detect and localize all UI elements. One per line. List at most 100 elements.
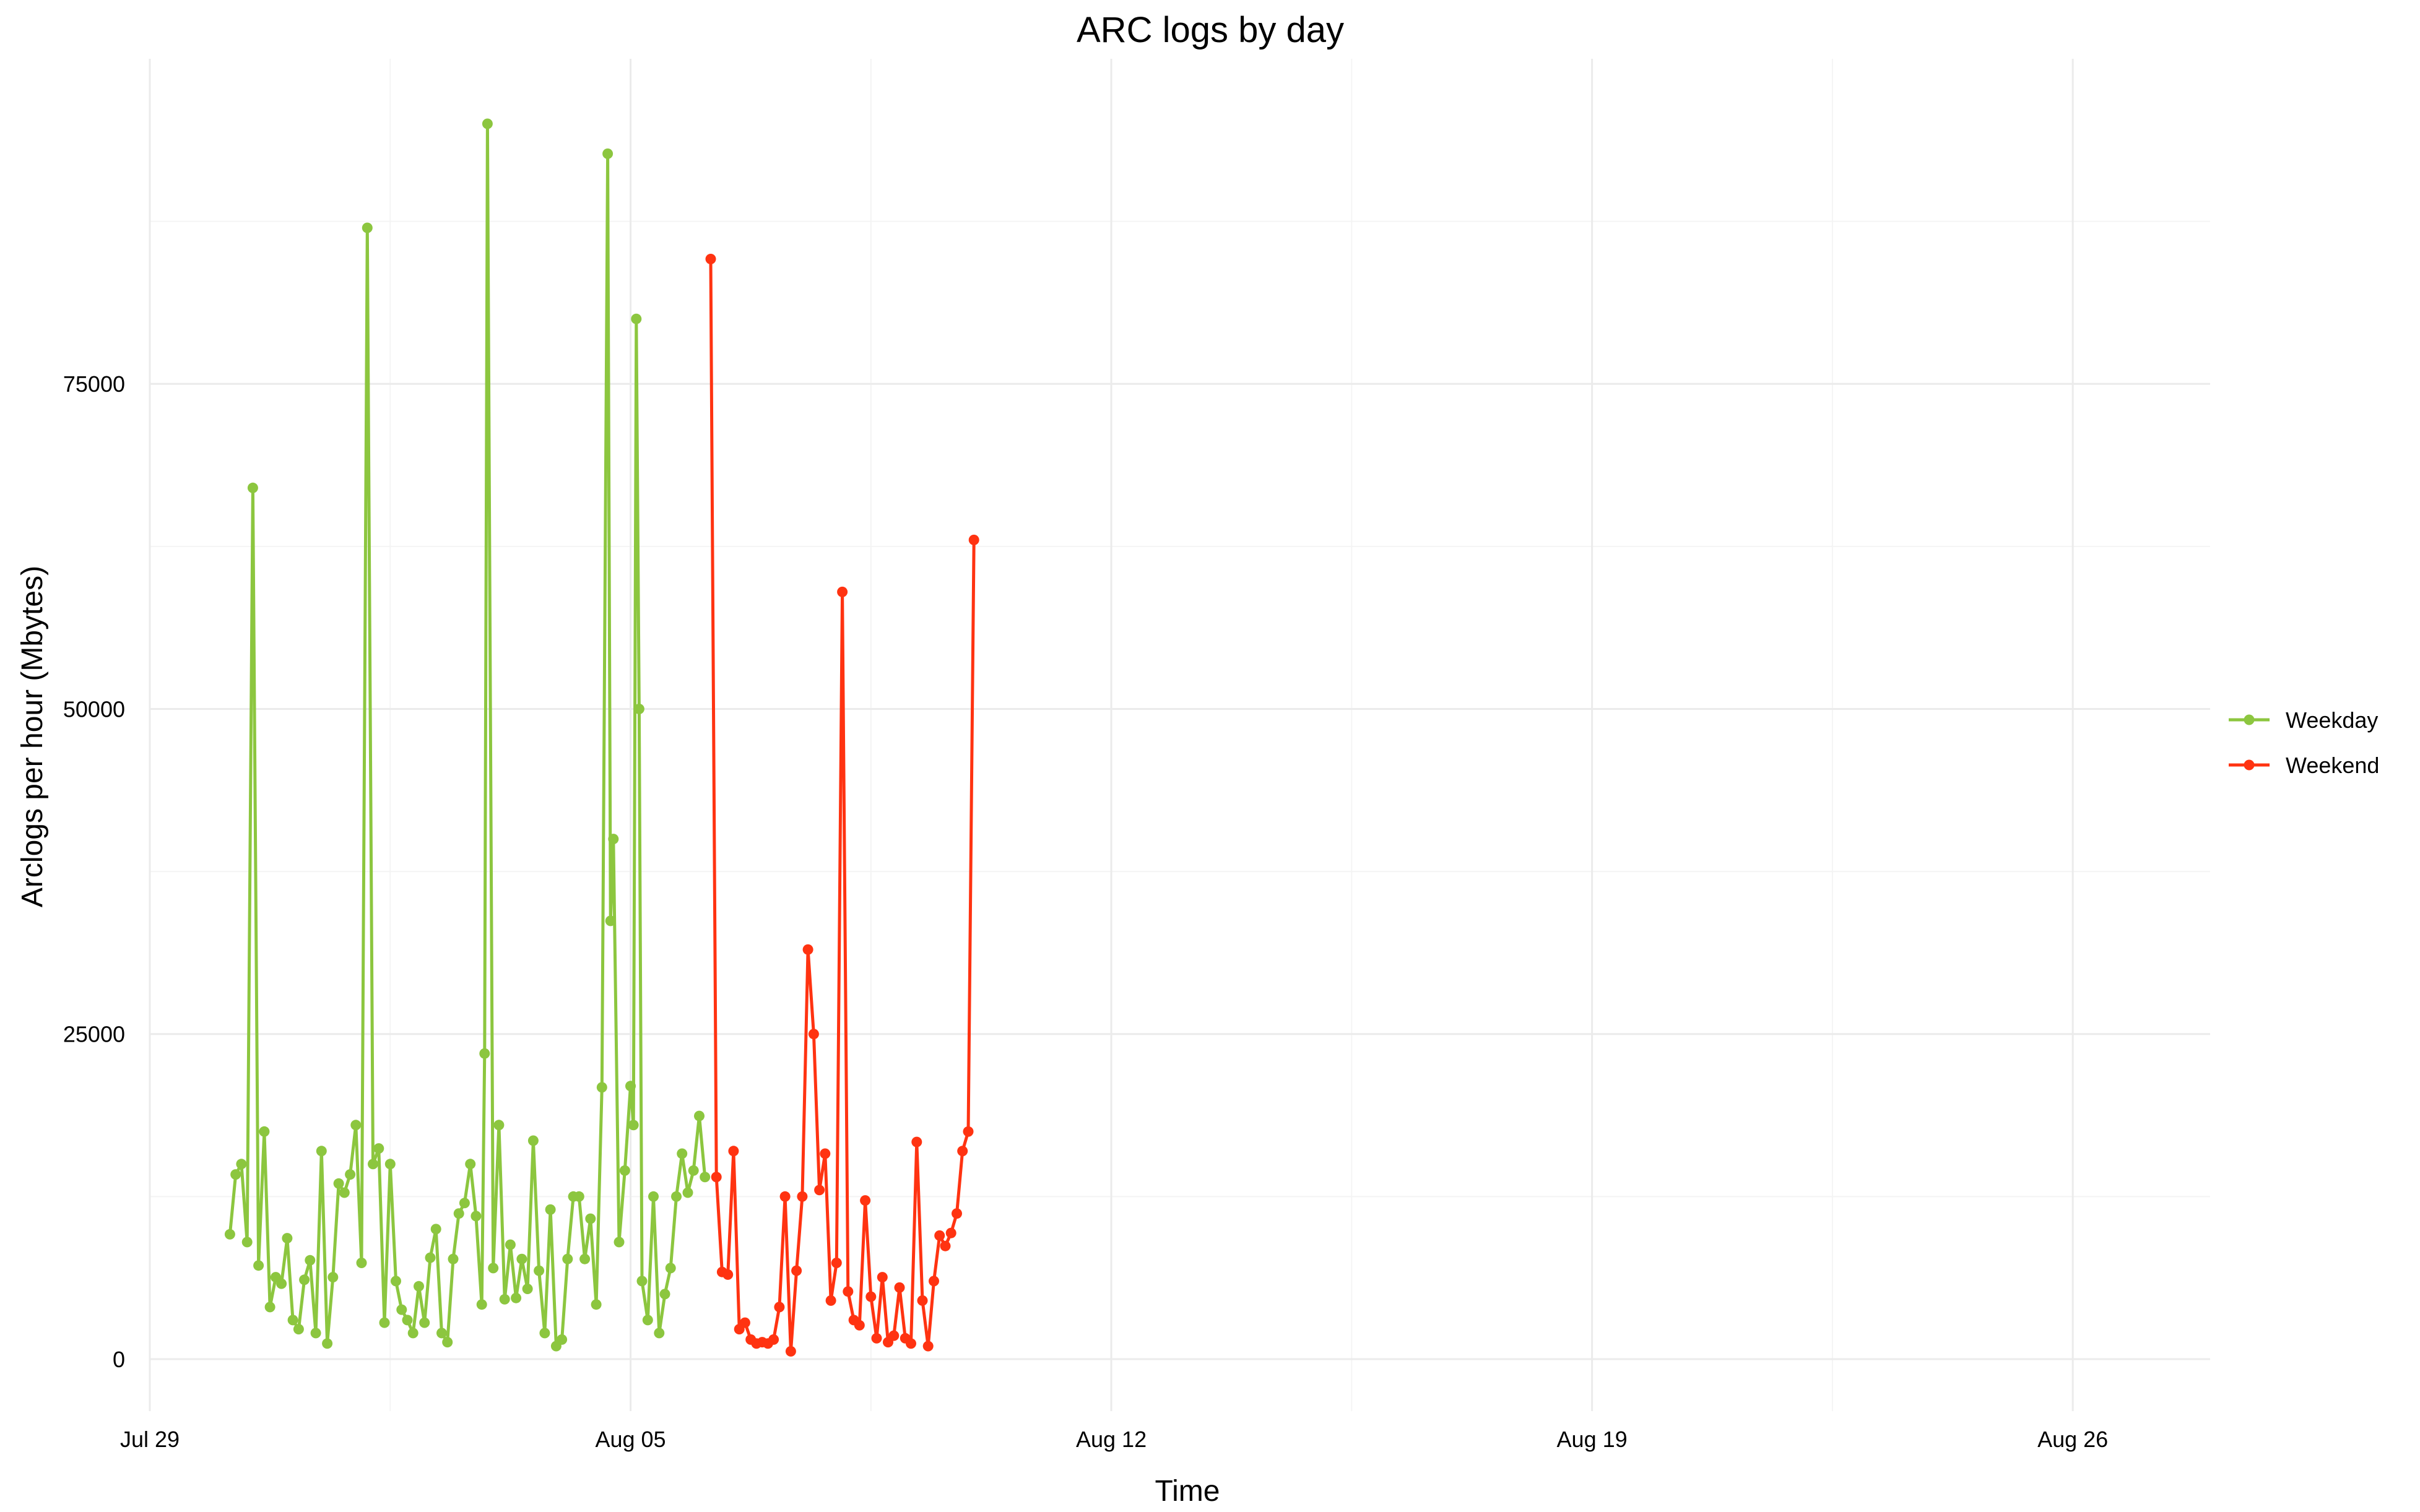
x-tick-label: Aug 19 (1557, 1427, 1628, 1452)
weekend-point (728, 1146, 739, 1157)
weekday-point (287, 1315, 298, 1326)
weekend-point (785, 1346, 796, 1357)
weekend-point (968, 534, 979, 545)
weekday-point (402, 1315, 413, 1326)
weekend-point (843, 1286, 854, 1297)
weekday-point (659, 1289, 670, 1300)
weekday-point (305, 1255, 316, 1266)
weekend-line (709, 259, 976, 1353)
weekday-point (368, 1159, 378, 1170)
weekday-point (511, 1292, 522, 1303)
weekend-point (797, 1191, 808, 1202)
weekday-point (345, 1169, 356, 1180)
weekday-point (224, 1229, 235, 1240)
weekday-point (384, 1159, 396, 1170)
weekend-point (871, 1333, 882, 1344)
weekend-point (814, 1185, 825, 1196)
legend-key-point (2244, 714, 2255, 725)
weekday-point (247, 482, 258, 493)
y-tick-label: 75000 (63, 371, 125, 397)
weekday-point (339, 1187, 350, 1198)
weekday-point (545, 1204, 556, 1215)
weekday-point (419, 1317, 430, 1328)
weekday-point (596, 1082, 607, 1093)
weekend-point (877, 1272, 888, 1283)
weekday-point (316, 1146, 327, 1157)
weekday-point (631, 313, 642, 324)
y-axis-title: Arclogs per hour (Mbytes) (16, 566, 49, 907)
weekday-point (373, 1143, 384, 1154)
weekday-point (471, 1211, 482, 1222)
weekday-point (619, 1165, 630, 1176)
x-tick-label: Aug 05 (595, 1427, 666, 1452)
weekday-point (362, 222, 373, 233)
weekday-point (453, 1208, 464, 1219)
weekday-point (591, 1299, 602, 1310)
weekday-point (407, 1328, 419, 1339)
weekday-point (259, 1126, 270, 1137)
weekday-point (628, 1120, 639, 1131)
weekday-point (534, 1265, 545, 1276)
weekday-point (391, 1276, 401, 1287)
weekday-point (562, 1253, 573, 1264)
weekend-point (820, 1148, 831, 1159)
weekday-point (677, 1148, 688, 1159)
x-tick-label: Aug 12 (1076, 1427, 1147, 1452)
weekday-point (299, 1274, 310, 1285)
weekend-point (774, 1302, 785, 1313)
weekday-point (414, 1281, 424, 1292)
weekday-point (230, 1169, 241, 1180)
weekday-point (633, 704, 644, 714)
weekday-point (579, 1253, 591, 1264)
grid (149, 59, 2210, 1411)
weekend-point (837, 586, 848, 597)
weekday-point (356, 1258, 367, 1268)
weekday-point (253, 1260, 264, 1271)
weekday-point (448, 1253, 459, 1264)
weekday-point (527, 1135, 539, 1146)
weekday-point (293, 1324, 304, 1335)
weekend-point (957, 1146, 968, 1157)
weekday-point (350, 1120, 362, 1131)
weekday-point (327, 1272, 339, 1283)
legend: Weekday Weekend (2229, 707, 2379, 778)
weekend-point (940, 1240, 951, 1251)
weekday-point (608, 834, 619, 845)
weekend-point (860, 1195, 871, 1206)
legend-item-weekday: Weekday (2229, 707, 2378, 733)
weekend-point (739, 1317, 750, 1328)
weekday-point (476, 1299, 487, 1310)
weekday-point (425, 1252, 436, 1263)
weekday-point (333, 1178, 344, 1189)
legend-label: Weekday (2286, 707, 2378, 733)
weekday-line (228, 122, 707, 1348)
legend-item-weekend: Weekend (2229, 753, 2379, 778)
weekday-point (282, 1233, 293, 1244)
weekday-point (322, 1338, 333, 1349)
weekday-point (482, 118, 493, 129)
weekend-point (963, 1126, 974, 1137)
chart-title: ARC logs by day (1077, 10, 1344, 50)
x-tick-label: Jul 29 (120, 1427, 180, 1452)
weekend-point (952, 1208, 962, 1219)
weekday-point (436, 1328, 447, 1339)
weekend-point (922, 1341, 934, 1352)
weekday-point (573, 1191, 584, 1202)
weekday-point (694, 1110, 705, 1121)
weekday-point (585, 1213, 596, 1224)
weekday-point (648, 1191, 659, 1202)
weekday-point (671, 1191, 682, 1202)
series-layer (224, 118, 979, 1357)
weekend-point (802, 944, 813, 955)
legend-label: Weekend (2286, 753, 2379, 778)
weekday-point (642, 1315, 653, 1326)
x-tick-labels: Jul 29 Aug 05 Aug 12 Aug 19 Aug 26 (120, 1427, 2108, 1452)
y-tick-labels: 0 25000 50000 75000 (63, 371, 125, 1372)
legend-key-point (2244, 759, 2255, 771)
y-tick-label: 25000 (63, 1022, 125, 1047)
axes: 0 25000 50000 75000 Jul 29 Aug 05 Aug 12 Aug 1… (63, 371, 2108, 1452)
weekend-point (911, 1136, 922, 1147)
weekend-point (865, 1291, 877, 1302)
weekday-point (522, 1284, 533, 1294)
weekday-point (614, 1237, 625, 1248)
